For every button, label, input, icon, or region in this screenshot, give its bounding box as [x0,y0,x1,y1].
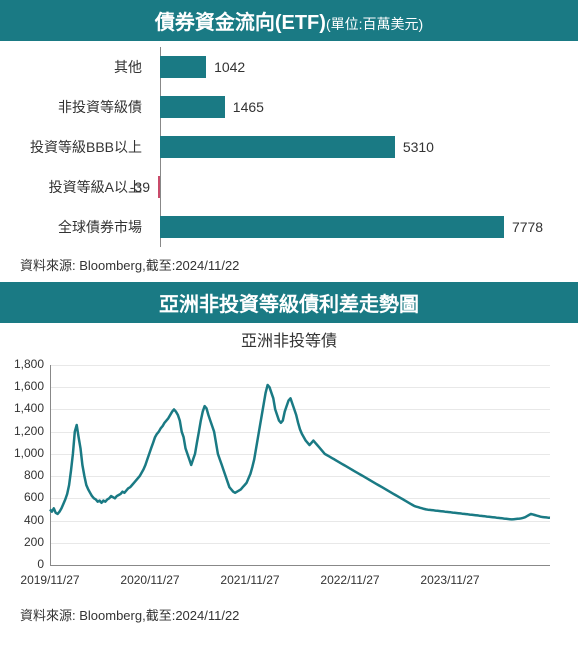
line-svg [0,355,560,575]
bar-chart-panel: 債券資金流向(ETF)(單位:百萬美元) 其他 1042 非投資等級債 1465 投資等… [0,0,578,282]
bar-row: 非投資等級債 1465 [0,87,578,127]
bar-row: 投資等級A以上-39 [0,167,578,207]
bar-title-main: 債券資金流向(ETF) [155,12,326,34]
bar-value-label: 7778 [512,216,543,238]
bar-row: 全球債券市場 7778 [0,207,578,247]
x-tick-label: 2022/11/27 [300,573,400,587]
bar-category-label: 投資等級BBB以上 [0,137,150,157]
x-tick-label: 2021/11/27 [200,573,300,587]
bar-fill [158,176,160,198]
bar-value-label: 1042 [214,56,245,78]
bar-chart-title: 債券資金流向(ETF)(單位:百萬美元) [0,0,578,41]
bar-track: 7778 [150,216,578,238]
x-tick-label: 2020/11/27 [100,573,200,587]
bar-chart-source: 資料來源: Bloomberg,截至:2024/11/22 [0,251,578,282]
bar-track: -39 [150,176,578,198]
bar-track: 5310 [150,136,578,158]
line-chart-panel: 亞洲非投資等級債利差走勢圖 亞洲非投等債 02004006008001,0001… [0,282,578,632]
bar-fill [160,136,395,158]
spread-line [50,385,550,519]
bar-category-label: 非投資等級債 [0,97,150,117]
bar-category-label: 全球債券市場 [0,217,150,237]
line-chart-subtitle: 亞洲非投等債 [0,323,578,355]
bar-row: 投資等級BBB以上 5310 [0,127,578,167]
bar-category-label: 其他 [0,57,150,77]
bar-title-sub: (單位:百萬美元) [326,16,423,32]
bar-track: 1042 [150,56,578,78]
bar-chart-area: 其他1042非投資等級債1465投資等級BBB以上5310投資等級A以上-39全… [0,41,578,251]
line-chart-source: 資料來源: Bloomberg,截至:2024/11/22 [0,601,578,632]
bar-fill [160,216,504,238]
bar-value-label: -39 [110,176,150,198]
x-tick-label: 2019/11/27 [0,573,100,587]
x-tick-label: 2023/11/27 [400,573,500,587]
bar-value-label: 1465 [233,96,264,118]
bar-fill [160,56,206,78]
bar-track: 1465 [150,96,578,118]
bar-value-label: 5310 [403,136,434,158]
line-chart-area: 02004006008001,0001,2001,4001,6001,80020… [0,355,578,601]
bar-fill [160,96,225,118]
bar-row: 其他 1042 [0,47,578,87]
line-chart-title: 亞洲非投資等級債利差走勢圖 [0,282,578,323]
